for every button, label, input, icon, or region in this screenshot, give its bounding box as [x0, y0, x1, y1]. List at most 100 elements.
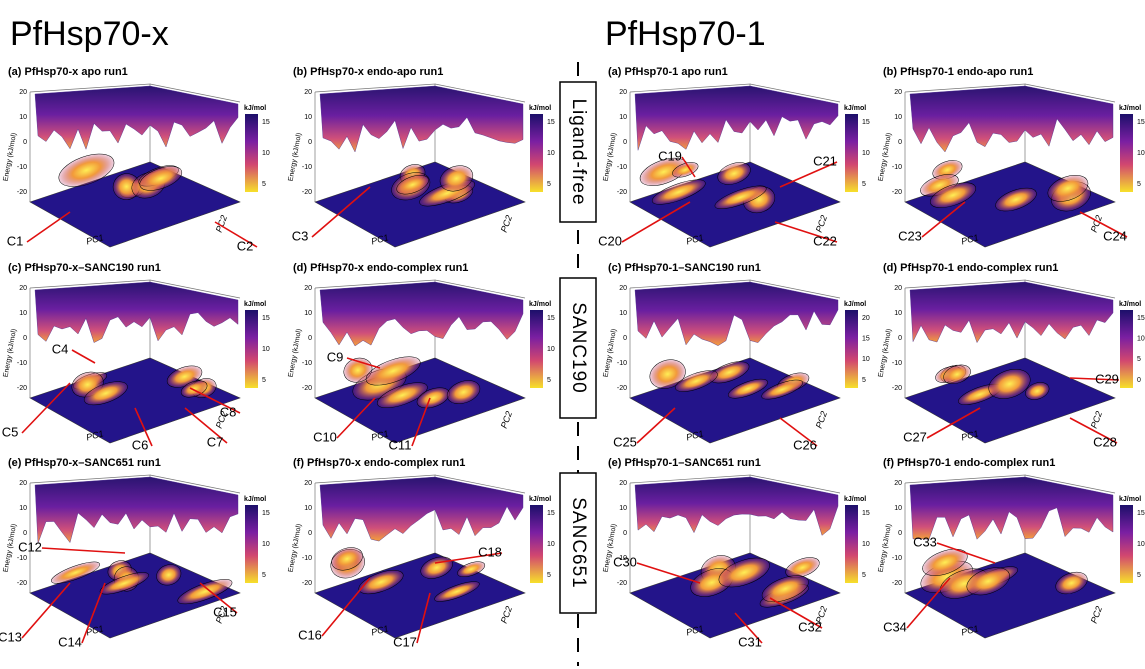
z-tick-label: 20 — [894, 285, 902, 292]
z-tick-label: 0 — [308, 139, 312, 146]
z-tick-label: 10 — [894, 310, 902, 317]
basin — [58, 153, 115, 187]
z-tick-label: 0 — [308, 530, 312, 537]
x-axis-label: PC1 — [685, 428, 705, 442]
cluster-pointer — [1069, 417, 1118, 444]
colorbar-tick: 10 — [262, 346, 270, 353]
z-tick-label: 20 — [304, 285, 312, 292]
z-tick-label: -20 — [617, 385, 627, 392]
basin — [396, 175, 429, 195]
axis-box — [29, 279, 241, 398]
z-tick-label: -20 — [302, 385, 312, 392]
z-axis-label: Energy (kJ/mol) — [878, 132, 893, 181]
axis-box — [629, 83, 841, 202]
cluster-label: C23 — [898, 228, 922, 243]
basin — [995, 187, 1037, 212]
y-axis-label: PC2 — [1089, 605, 1104, 625]
colorbar — [1120, 114, 1133, 192]
cluster-label: C20 — [598, 233, 622, 248]
colorbar-tick: 5 — [547, 572, 551, 579]
energy-surface — [34, 476, 239, 544]
axis-box — [904, 279, 1116, 398]
colorbar-tick: 10 — [547, 541, 555, 548]
basin — [761, 575, 809, 603]
z-tick-label: -10 — [892, 164, 902, 171]
colorbar — [530, 310, 543, 388]
cluster-label: C28 — [1093, 434, 1117, 449]
energy-surface — [319, 476, 524, 542]
cluster-pointer — [906, 577, 951, 629]
z-tick-label: 10 — [19, 114, 27, 121]
panel-title: (d) PfHsp70-x endo-complex run1 — [293, 262, 468, 274]
z-tick-label: -20 — [892, 385, 902, 392]
z-tick-label: 10 — [894, 114, 902, 121]
z-tick-label: -10 — [302, 555, 312, 562]
cluster-label: C18 — [478, 544, 502, 559]
colorbar-unit: kJ/mol — [1119, 105, 1141, 112]
cluster-label: C12 — [18, 539, 42, 554]
colorbar-tick: 10 — [1137, 150, 1145, 157]
x-axis-label: PC1 — [685, 623, 705, 637]
x-axis-label: PC1 — [85, 623, 105, 637]
energy-surface — [319, 281, 524, 347]
cluster-label: C13 — [0, 629, 22, 644]
colorbar-tick: 15 — [547, 315, 555, 322]
basin — [139, 166, 183, 191]
z-axis-label: Energy (kJ/mol) — [288, 523, 303, 572]
cluster-label: C10 — [313, 429, 337, 444]
colorbar — [845, 114, 858, 192]
condition-label: SANC651 — [568, 497, 589, 589]
condition-label: SANC190 — [568, 302, 589, 394]
panel-title: (b) PfHsp70-1 endo-apo run1 — [883, 66, 1033, 78]
z-tick-label: 0 — [898, 139, 902, 146]
basin — [377, 382, 428, 409]
z-tick-label: -10 — [17, 360, 27, 367]
basin — [943, 364, 971, 385]
colorbar — [845, 310, 858, 388]
z-tick-label: 10 — [619, 505, 627, 512]
colorbar-tick: 15 — [262, 315, 270, 322]
panel-title: (a) PfHsp70-x apo run1 — [8, 66, 128, 78]
panel-title: (f) PfHsp70-1 endo-complex run1 — [883, 457, 1055, 469]
cluster-label: C27 — [903, 429, 927, 444]
condition-box — [559, 277, 597, 419]
cluster-pointer — [184, 407, 228, 444]
y-axis-label: PC2 — [814, 410, 829, 430]
axis-box — [629, 474, 841, 593]
cluster-pointer — [779, 161, 838, 188]
basin — [99, 572, 149, 595]
energy-surface — [634, 281, 839, 346]
basin — [714, 185, 767, 210]
z-tick-label: 0 — [23, 335, 27, 342]
z-tick-label: 0 — [23, 530, 27, 537]
cluster-label: C22 — [813, 233, 837, 248]
cluster-label: C32 — [798, 619, 822, 634]
y-axis-label: PC2 — [499, 214, 514, 234]
colorbar-tick: 10 — [547, 150, 555, 157]
z-tick-label: -20 — [892, 189, 902, 196]
energy-surface — [634, 85, 839, 151]
basin — [727, 378, 768, 399]
colorbar-tick: 5 — [262, 572, 266, 579]
colorbar-tick: 5 — [862, 572, 866, 579]
z-tick-label: 20 — [894, 89, 902, 96]
panel: (c) PfHsp70-x–SANC190 run1 20 10 0 -10 -20 Ene… — [2, 262, 270, 453]
cluster-pointer — [434, 552, 503, 564]
cluster-label: C4 — [52, 341, 69, 356]
colorbar-tick: 15 — [262, 119, 270, 126]
panel: (d) PfHsp70-x endo-complex run1 20 10 0 -10 -… — [288, 262, 555, 453]
panel-title: (e) PfHsp70-x–SANC651 run1 — [8, 457, 161, 469]
basin — [446, 380, 481, 404]
cluster-pointer — [936, 542, 996, 564]
condition-label: Ligand-free — [568, 98, 589, 205]
cluster-pointer — [189, 387, 241, 414]
z-tick-label: 20 — [19, 480, 27, 487]
colorbar-tick: 15 — [1137, 119, 1145, 126]
z-tick-label: -20 — [617, 189, 627, 196]
z-tick-label: 20 — [304, 89, 312, 96]
cluster-pointer — [621, 201, 691, 243]
basin — [717, 162, 751, 185]
colorbar-tick: 10 — [862, 150, 870, 157]
condition-box — [559, 472, 597, 614]
z-tick-label: -10 — [17, 164, 27, 171]
